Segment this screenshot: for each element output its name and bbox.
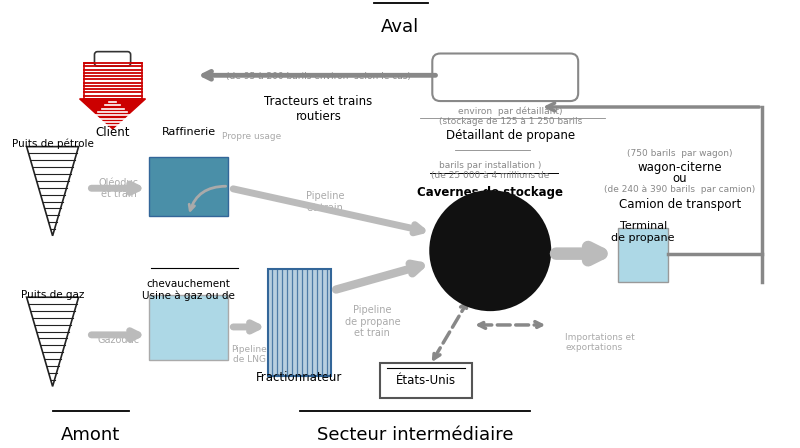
Text: wagon-citerne: wagon-citerne xyxy=(638,161,722,174)
Text: Importations et
exportations: Importations et exportations xyxy=(565,333,635,352)
FancyBboxPatch shape xyxy=(83,63,142,99)
Text: Terminal
de propane: Terminal de propane xyxy=(611,221,675,242)
Polygon shape xyxy=(79,99,146,129)
Text: Pipeline
de LNG: Pipeline de LNG xyxy=(231,345,267,364)
Text: Pipeline
de propane
et train: Pipeline de propane et train xyxy=(345,305,400,338)
FancyBboxPatch shape xyxy=(432,53,578,101)
Text: États-Unis: États-Unis xyxy=(396,374,456,387)
Text: Amont: Amont xyxy=(61,426,120,444)
Circle shape xyxy=(430,191,550,310)
Polygon shape xyxy=(26,146,78,236)
Text: ou: ou xyxy=(673,172,687,185)
Text: Puits de pétrole: Puits de pétrole xyxy=(12,139,94,149)
Text: Propre usage: Propre usage xyxy=(222,132,282,141)
Text: Tracteurs et trains
routiers: Tracteurs et trains routiers xyxy=(264,95,373,123)
Text: Usine à gaz ou de: Usine à gaz ou de xyxy=(142,290,235,301)
Text: Détaillant de propane: Détaillant de propane xyxy=(446,129,574,142)
Text: (750 barils  par wagon): (750 barils par wagon) xyxy=(627,149,733,158)
Text: Cavernes de stockage: Cavernes de stockage xyxy=(418,186,563,199)
Text: Raffinerie: Raffinerie xyxy=(162,127,215,137)
FancyBboxPatch shape xyxy=(618,228,668,282)
Text: environ  par détaillant): environ par détaillant) xyxy=(458,106,562,116)
FancyBboxPatch shape xyxy=(269,270,331,376)
FancyBboxPatch shape xyxy=(380,362,472,398)
Text: Oléoduc
et train: Oléoduc et train xyxy=(98,177,138,199)
Text: (de 25 000 à 4 millions de: (de 25 000 à 4 millions de xyxy=(431,172,550,181)
FancyBboxPatch shape xyxy=(149,295,229,360)
Text: Pipeline
et train: Pipeline et train xyxy=(306,191,345,213)
FancyBboxPatch shape xyxy=(94,52,130,66)
Text: Client: Client xyxy=(95,126,130,139)
Text: Aval: Aval xyxy=(381,18,419,36)
Text: (de 240 à 390 barils  par camion): (de 240 à 390 barils par camion) xyxy=(605,185,756,194)
Text: (stockage de 125 à 1 250 barils: (stockage de 125 à 1 250 barils xyxy=(438,117,582,126)
Text: barils par installation ): barils par installation ) xyxy=(439,160,542,169)
Text: Gazoduc: Gazoduc xyxy=(98,335,140,345)
Text: Secteur intermédiaire: Secteur intermédiaire xyxy=(317,426,514,444)
Text: chevauchement: chevauchement xyxy=(146,280,230,289)
FancyBboxPatch shape xyxy=(149,156,229,216)
Text: (de 95 à 200 barils environ  selon le cas): (de 95 à 200 barils environ selon le cas… xyxy=(226,72,411,82)
Polygon shape xyxy=(26,297,78,386)
Text: Camion de transport: Camion de transport xyxy=(619,198,742,211)
Text: Puits de gaz: Puits de gaz xyxy=(21,290,84,300)
Text: Fractionnateur: Fractionnateur xyxy=(256,371,342,384)
